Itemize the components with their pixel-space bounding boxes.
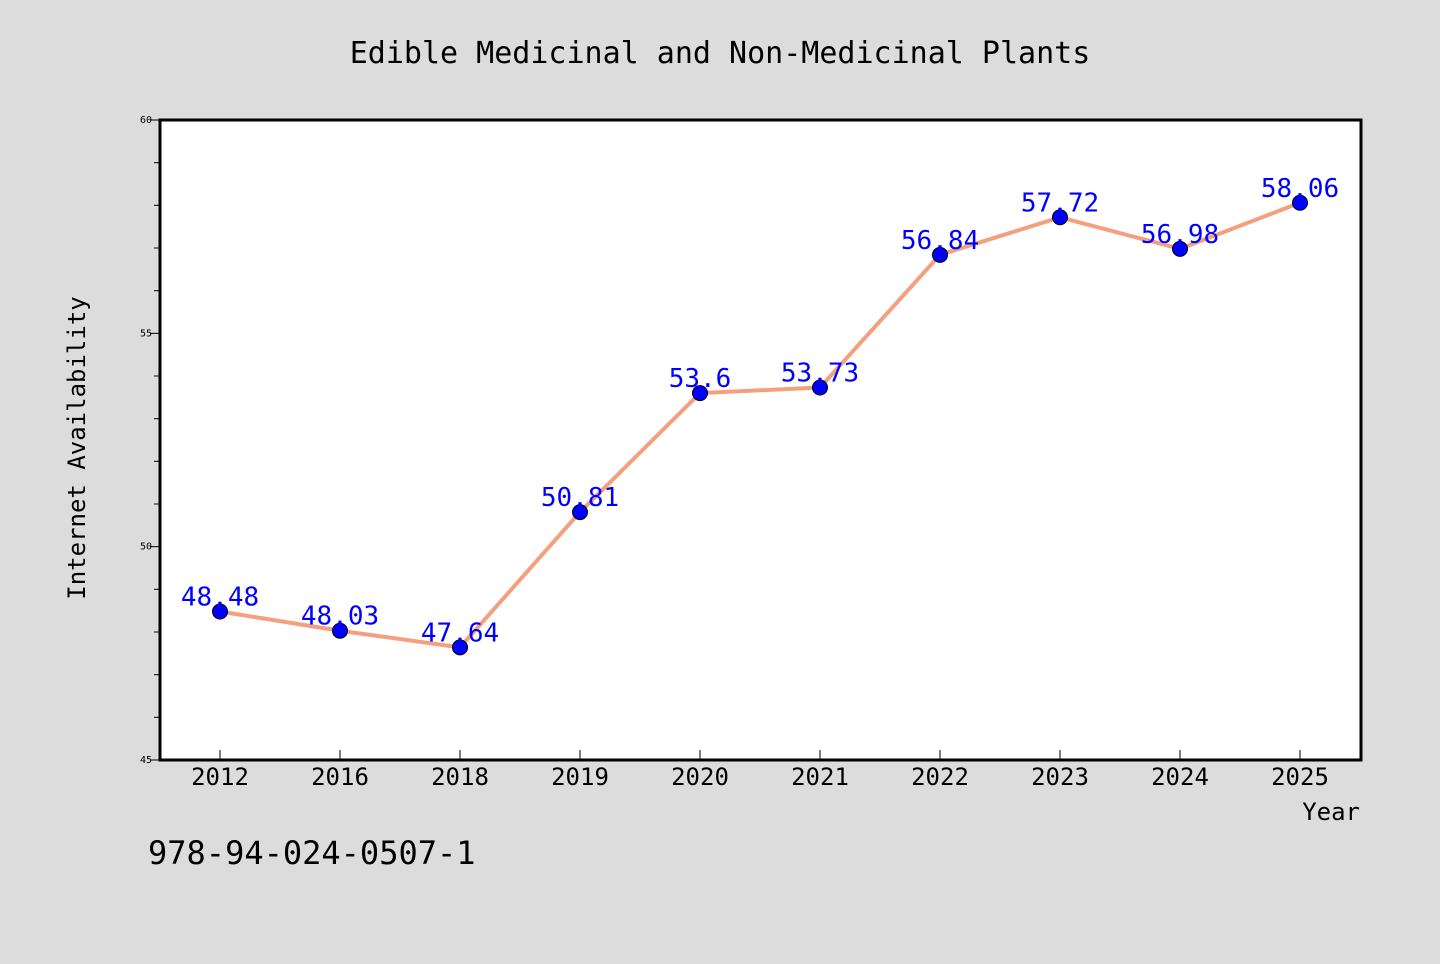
data-label: 58.06 xyxy=(1261,174,1339,204)
data-point xyxy=(692,385,708,402)
data-point xyxy=(1052,209,1068,226)
isbn-text: 978-94-024-0507-1 xyxy=(148,834,476,872)
data-label: 50.81 xyxy=(541,483,619,513)
data-point xyxy=(1172,240,1188,257)
series-layer: 48.48 48.03 47.64 50.81 53.6 53.73 56.84 57.72 5… xyxy=(181,174,1339,656)
x-tick-label: 2025 xyxy=(1271,763,1329,791)
y-tick-label: 55 xyxy=(140,328,152,339)
x-tick-label: 2021 xyxy=(791,763,849,791)
data-point xyxy=(452,639,468,656)
x-axis: 2012 2016 2018 2019 2020 2021 2022 2023 2024 2025 xyxy=(191,750,1329,791)
data-point xyxy=(332,622,348,639)
data-label: 57.72 xyxy=(1021,188,1099,218)
x-tick-label: 2020 xyxy=(671,763,729,791)
data-point xyxy=(212,603,228,620)
data-label: 47.64 xyxy=(421,618,499,648)
y-axis-label: Internet Availability xyxy=(63,296,91,599)
data-point xyxy=(932,246,948,263)
x-tick-label: 2024 xyxy=(1151,763,1209,791)
data-point xyxy=(812,379,828,396)
chart-title: Edible Medicinal and Non-Medicinal Plant… xyxy=(350,36,1091,71)
plot-area xyxy=(158,118,1363,762)
data-label: 53.6 xyxy=(669,364,732,394)
x-tick-label: 2018 xyxy=(431,763,489,791)
data-point xyxy=(1292,194,1308,211)
x-tick-label: 2012 xyxy=(191,763,249,791)
x-axis-label: Year xyxy=(1302,798,1360,826)
y-tick-label: 45 xyxy=(140,755,152,766)
data-point xyxy=(572,504,588,521)
x-tick-label: 2023 xyxy=(1031,763,1089,791)
series-line xyxy=(219,200,1301,650)
data-label: 48.48 xyxy=(181,583,259,613)
y-tick-label: 50 xyxy=(140,542,152,553)
x-tick-label: 2022 xyxy=(911,763,969,791)
x-tick-label: 2019 xyxy=(551,763,609,791)
data-label: 56.98 xyxy=(1141,220,1219,250)
y-tick-label: 60 xyxy=(140,115,152,126)
y-axis: 45 50 55 60 xyxy=(140,115,160,766)
data-label: 53.73 xyxy=(781,359,859,389)
x-tick-label: 2016 xyxy=(311,763,369,791)
data-label: 48.03 xyxy=(301,602,379,632)
data-label: 56.84 xyxy=(901,226,979,256)
